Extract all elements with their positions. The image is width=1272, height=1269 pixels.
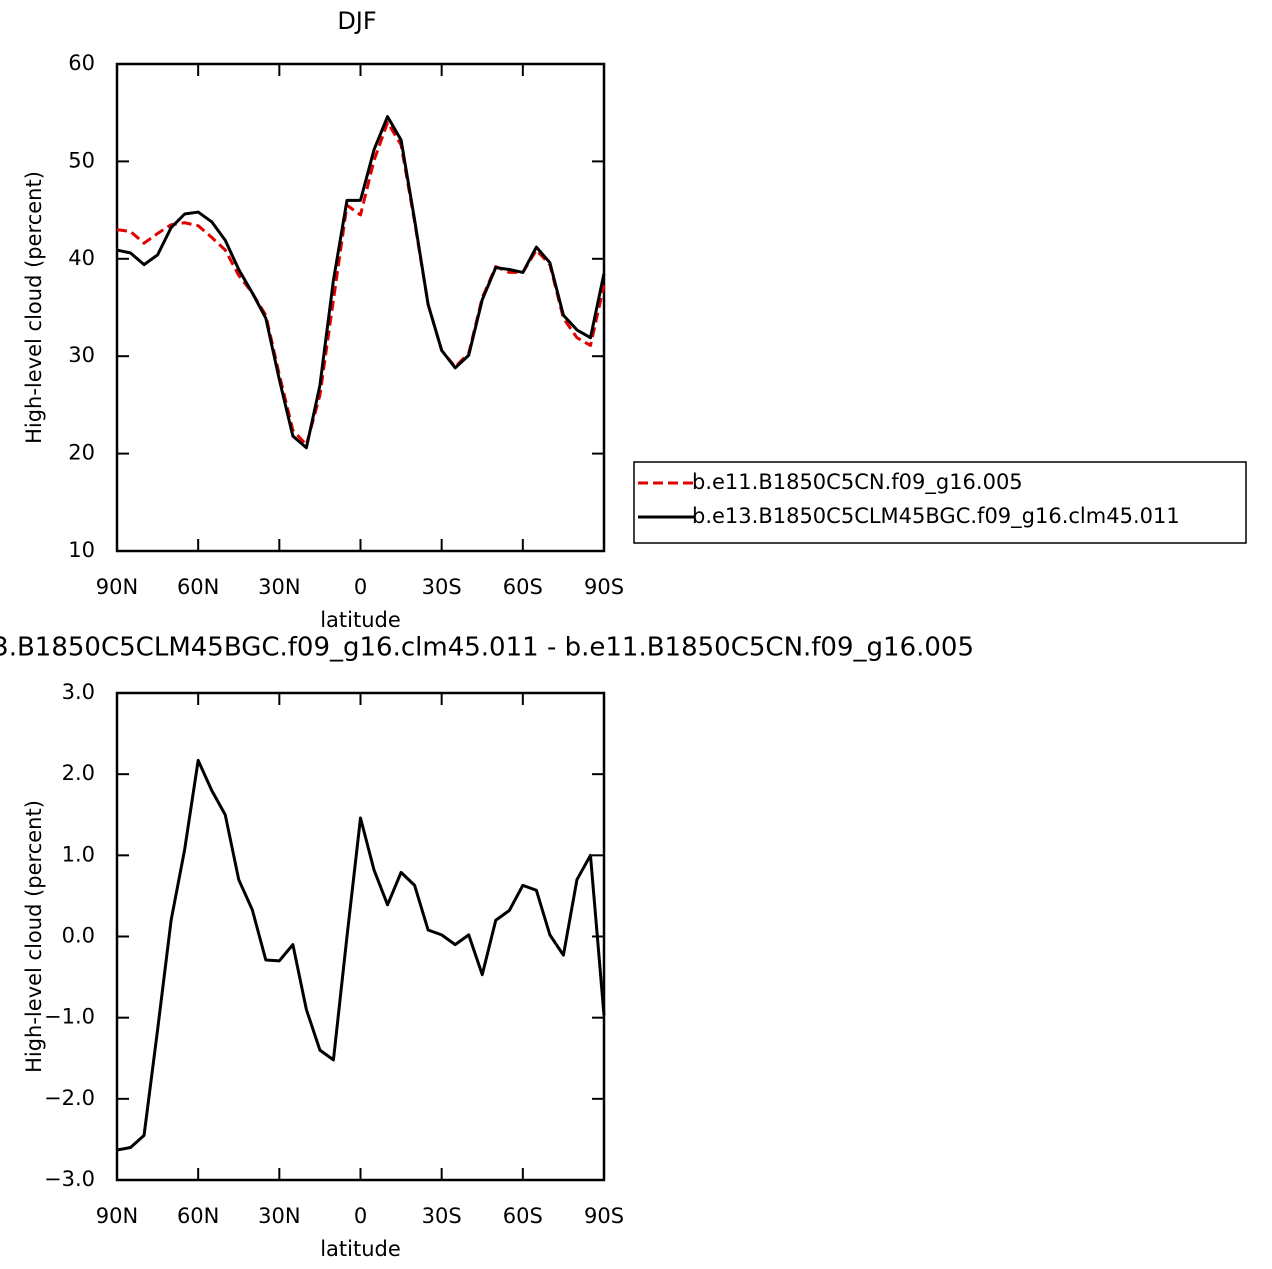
legend-box (633, 461, 1247, 544)
y-tick-label: 50 (68, 148, 95, 172)
y-tick-label: 20 (68, 441, 95, 465)
x-tick-label: 60N (177, 575, 219, 599)
plot-frame (115, 62, 606, 553)
y-tick-label: −1.0 (44, 1005, 95, 1029)
y-axis-label: High-level cloud (percent) (22, 800, 46, 1073)
chart-title: b.e13.B1850C5CLM45BGC.f09_g16.clm45.011 … (0, 633, 974, 663)
x-tick-label: 90N (96, 575, 138, 599)
y-tick-label: 60 (68, 51, 95, 75)
y-tick-label: 40 (68, 246, 95, 270)
x-tick-label: 60S (503, 1204, 543, 1228)
x-tick-label: 30S (422, 1204, 462, 1228)
x-tick-label: 60S (503, 575, 543, 599)
x-tick-label: 90S (584, 1204, 624, 1228)
series-line (116, 115, 606, 450)
y-axis-label: High-level cloud (percent) (22, 171, 46, 444)
y-tick-label: 10 (68, 538, 95, 562)
x-tick-label: 90S (584, 575, 624, 599)
y-tick-label: 30 (68, 343, 95, 367)
x-tick-label: 30S (422, 575, 462, 599)
legend-label: b.e11.B1850C5CN.f09_g16.005 (692, 470, 1023, 495)
x-axis-label: latitude (320, 608, 401, 632)
x-tick-label: 60N (177, 1204, 219, 1228)
x-tick-label: 0 (354, 1204, 367, 1228)
y-tick-label: 0.0 (62, 924, 95, 948)
x-tick-label: 90N (96, 1204, 138, 1228)
series-line (116, 758, 606, 1152)
legend-label: b.e13.B1850C5CLM45BGC.f09_g16.clm45.011 (692, 504, 1180, 529)
plot-frame (115, 691, 606, 1182)
y-tick-label: 1.0 (62, 842, 95, 866)
chart-title: DJF (337, 7, 376, 35)
y-tick-label: −2.0 (44, 1086, 95, 1110)
x-tick-label: 30N (258, 1204, 300, 1228)
x-axis-label: latitude (320, 1237, 401, 1261)
y-tick-label: −3.0 (44, 1167, 95, 1191)
x-tick-label: 30N (258, 575, 300, 599)
y-tick-label: 3.0 (62, 680, 95, 704)
y-tick-label: 2.0 (62, 761, 95, 785)
series-line (116, 120, 606, 447)
x-tick-label: 0 (354, 575, 367, 599)
